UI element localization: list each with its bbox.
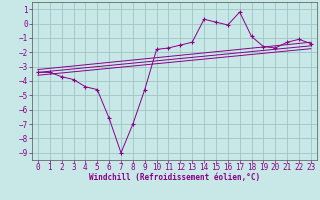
X-axis label: Windchill (Refroidissement éolien,°C): Windchill (Refroidissement éolien,°C) — [89, 173, 260, 182]
